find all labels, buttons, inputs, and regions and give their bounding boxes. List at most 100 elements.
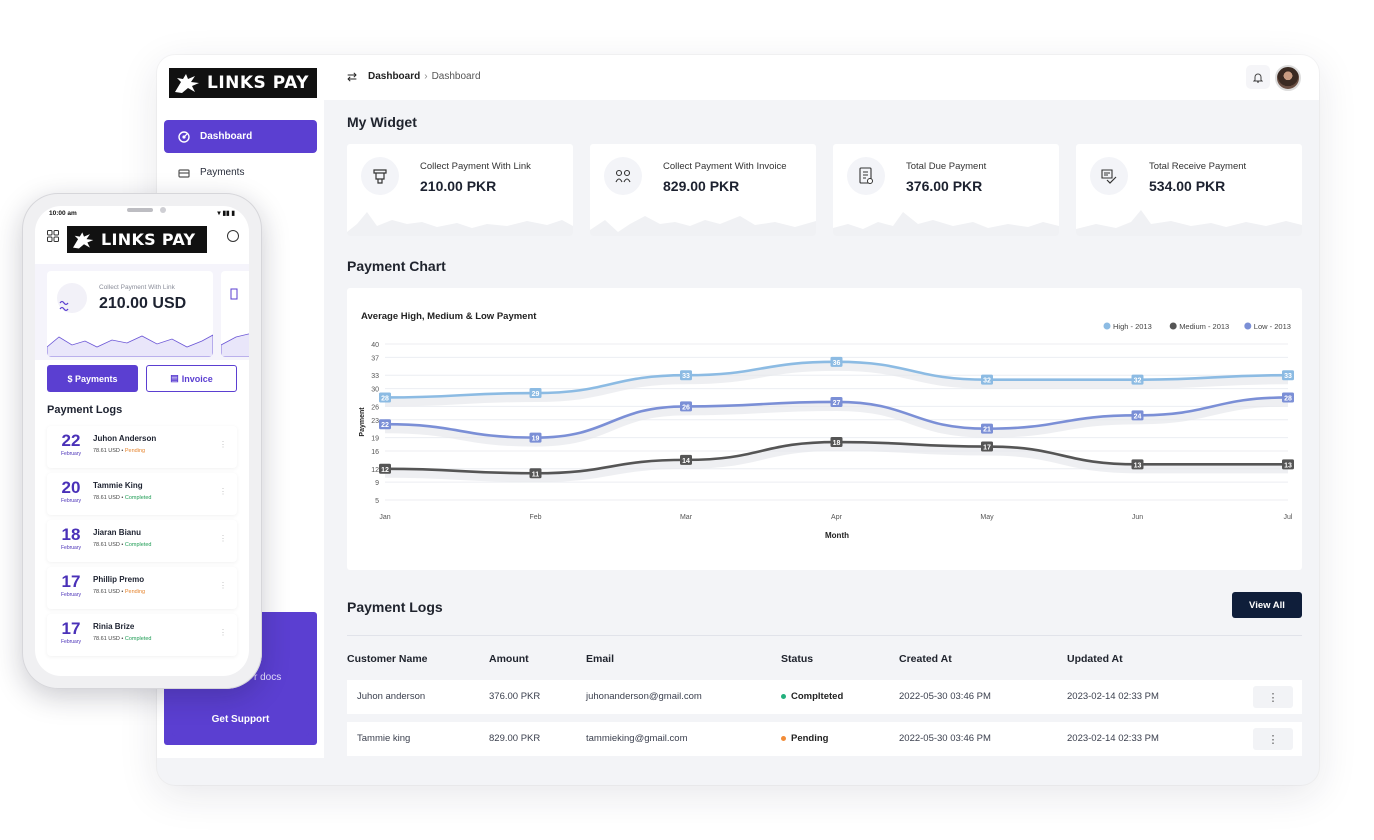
griffin-logo-icon [73, 231, 94, 248]
payment-chart: Average High, Medium & Low Payment591216… [359, 311, 1294, 540]
phone-status-bar: 10:00 am ▾ ▮▮ ▮ [35, 206, 249, 224]
sidebar-item-label: Payments [200, 167, 245, 178]
data-label-box [830, 356, 843, 367]
data-label-box [529, 432, 542, 443]
widget-label: Total Due Payment [906, 161, 987, 172]
data-label: 18 [833, 440, 841, 447]
data-label-box [529, 388, 542, 399]
column-header-amount[interactable]: Amount [489, 653, 529, 665]
cell-updated: 2023-02-14 02:33 PM [1067, 691, 1159, 702]
top-bar: ⇄ Dashboard › Dashboard [324, 55, 1319, 100]
toggle-sidebar-icon[interactable]: ⇄ [347, 70, 358, 84]
cell-updated: 2023-02-14 02:33 PM [1067, 733, 1159, 744]
user-avatar[interactable] [1275, 65, 1301, 91]
more-icon[interactable]: ⋮ [219, 628, 227, 637]
apps-grid-icon[interactable] [47, 230, 59, 245]
row-more-icon[interactable]: ⋮ [1253, 728, 1293, 750]
log-status: Pending [124, 589, 146, 595]
brand-logo[interactable]: LINKS PAY [169, 68, 317, 98]
cell-created: 2022-05-30 03:46 PM [899, 733, 991, 744]
row-more-icon[interactable]: ⋮ [1253, 686, 1293, 708]
notification-bell-icon[interactable] [1246, 65, 1270, 89]
phone-widget-card-next [221, 271, 249, 357]
y-axis-label: Payment [359, 407, 366, 437]
get-support-button[interactable]: Get Support [172, 702, 309, 736]
widget-sparkline [1076, 210, 1302, 236]
data-label-box [981, 423, 993, 434]
legend-label: High - 2013 [1113, 322, 1152, 331]
payments-button[interactable]: $ Payments [47, 365, 138, 392]
log-name: Juhon Anderson [93, 434, 157, 443]
more-icon[interactable]: ⋮ [219, 534, 227, 543]
legend-label: Low - 2013 [1254, 322, 1291, 331]
log-subline: 78.61 USD • Pending [93, 589, 146, 595]
sidebar-item-payments[interactable]: Payments [164, 156, 317, 189]
y-tick-label: 5 [375, 498, 379, 505]
data-label: 32 [983, 378, 991, 385]
list-item[interactable]: 22 February Juhon Anderson 78.61 USD • P… [47, 426, 237, 468]
y-tick-label: 19 [371, 436, 379, 443]
status-dot-icon [781, 693, 786, 699]
log-name: Phillip Premo [93, 575, 145, 584]
table-row[interactable]: Tammie king 829.00 PKR tammieking@gmail.… [347, 722, 1302, 756]
list-item[interactable]: 17 February Phillip Premo 78.61 USD • Pe… [47, 567, 237, 609]
y-tick-label: 40 [371, 342, 379, 349]
invoice-button[interactable]: ▤ Invoice [146, 365, 237, 392]
docs-link[interactable]: r docs [254, 672, 282, 683]
log-subline: 78.61 USD • Pending [93, 448, 146, 454]
widget-value: 376.00 PKR [906, 178, 983, 194]
data-label-box [1131, 459, 1144, 470]
payment-chart-card: Average High, Medium & Low Payment 5 9 12 16… [347, 288, 1302, 570]
table-row[interactable]: Juhon anderson 376.00 PKR juhonanderson@… [347, 680, 1302, 714]
x-tick-label: Mar [680, 514, 693, 521]
link-payment-icon [361, 157, 399, 195]
phone-widget-label: Collect Payment With Link [99, 284, 175, 291]
phone-widget-value: 210.00 USD [99, 295, 187, 312]
data-label: 11 [532, 471, 540, 478]
data-label-box [981, 374, 993, 385]
column-header-status[interactable]: Status [781, 653, 814, 665]
more-icon[interactable]: ⋮ [219, 487, 227, 496]
data-label: 17 [983, 445, 991, 452]
list-item[interactable]: 18 February Jiaran Bianu 78.61 USD • Com… [47, 520, 237, 562]
list-item[interactable]: 20 February Tammie King 78.61 USD • Comp… [47, 473, 237, 515]
data-label-box [1131, 374, 1144, 385]
column-header-customer[interactable]: Customer Name [347, 653, 428, 665]
log-amount: 78.61 USD [93, 495, 120, 501]
data-label: 22 [381, 422, 389, 429]
data-label: 33 [1284, 373, 1292, 380]
log-amount: 78.61 USD [93, 636, 120, 642]
profile-icon[interactable] [227, 230, 239, 242]
column-header-email[interactable]: Email [586, 653, 615, 665]
view-all-button[interactable]: View All [1232, 592, 1302, 618]
widget-value: 829.00 PKR [663, 178, 740, 194]
more-icon[interactable]: ⋮ [219, 440, 227, 449]
more-icon[interactable]: ⋮ [219, 581, 227, 590]
sidebar-item-dashboard[interactable]: Dashboard [164, 120, 317, 153]
cell-customer: Juhon anderson [357, 691, 426, 702]
data-label-box [830, 437, 843, 448]
x-tick-label: Apr [831, 514, 843, 521]
log-amount: 78.61 USD [93, 448, 120, 454]
data-label: 13 [1284, 462, 1292, 469]
log-status: Completed [124, 636, 152, 642]
data-label: 13 [1134, 462, 1142, 469]
widget-card: Total Due Payment 376.00 PKR [833, 144, 1059, 236]
column-header-updated[interactable]: Updated At [1067, 653, 1123, 665]
legend-marker [1103, 322, 1111, 330]
log-day: 17 [61, 572, 81, 591]
list-item[interactable]: 17 February Rinia Brize 78.61 USD • Comp… [47, 614, 237, 656]
phone-time: 10:00 am [49, 210, 77, 217]
widget-value: 534.00 PKR [1149, 178, 1226, 194]
widget-label: Collect Payment With Link [420, 161, 531, 172]
widget-card: Total Receive Payment 534.00 PKR [1076, 144, 1302, 236]
log-name: Tammie King [93, 481, 143, 490]
cell-customer: Tammie king [357, 733, 411, 744]
log-name: Jiaran Bianu [93, 528, 142, 537]
phone-brand-logo[interactable]: LINKS PAY [67, 226, 207, 253]
column-header-created[interactable]: Created At [899, 653, 952, 665]
data-label: 28 [1284, 395, 1292, 402]
breadcrumb-root[interactable]: Dashboard [368, 71, 421, 82]
data-label: 14 [682, 458, 690, 465]
data-label-box [1282, 392, 1294, 403]
